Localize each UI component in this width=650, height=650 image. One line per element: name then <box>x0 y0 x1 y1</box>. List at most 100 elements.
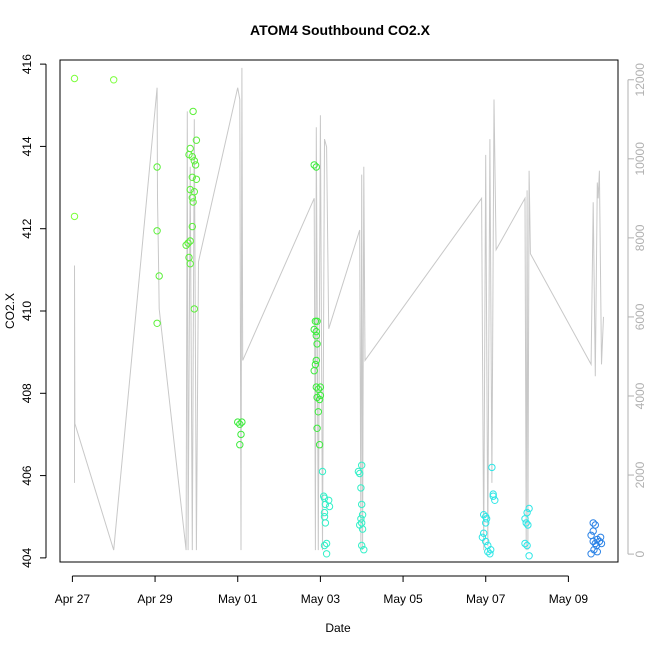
data-point <box>190 305 199 313</box>
x-tick-label: May 07 <box>466 592 506 606</box>
data-point <box>310 367 318 375</box>
y2-tick-label: 12000 <box>633 63 647 97</box>
data-point <box>110 76 118 84</box>
flow-line-layer <box>74 67 604 551</box>
data-point <box>190 188 199 196</box>
data-point <box>188 222 197 231</box>
data-point <box>186 144 194 153</box>
data-point <box>354 467 363 476</box>
data-point <box>482 519 490 527</box>
data-point <box>310 161 318 169</box>
data-point <box>184 239 192 247</box>
data-point <box>312 356 320 365</box>
x-tick-label: Apr 27 <box>55 592 91 606</box>
data-point <box>316 383 325 391</box>
data-point <box>358 511 367 519</box>
data-point <box>189 198 197 206</box>
data-point <box>589 519 597 527</box>
data-point <box>523 508 531 517</box>
y-tick-label: 410 <box>20 301 34 321</box>
data-point <box>312 383 320 391</box>
data-point <box>521 539 529 548</box>
data-point <box>322 539 331 548</box>
data-point <box>313 424 321 432</box>
data-point <box>480 529 488 537</box>
data-point <box>595 537 604 546</box>
data-point <box>313 317 321 325</box>
y2-tick-label: 6000 <box>633 303 647 330</box>
data-point <box>356 469 364 478</box>
data-point <box>70 74 79 83</box>
x-tick-label: May 09 <box>549 592 589 606</box>
data-point <box>521 515 529 523</box>
chart-title: ATOM4 Southbound CO2.X <box>250 22 431 38</box>
data-point <box>325 502 334 511</box>
data-point <box>312 332 320 340</box>
x-tick-label: May 01 <box>218 592 258 606</box>
x-tick-label: Apr 29 <box>137 592 173 606</box>
data-point <box>153 227 161 235</box>
data-point <box>316 391 325 400</box>
data-point <box>322 550 331 558</box>
data-point <box>487 546 495 554</box>
data-point <box>315 441 324 449</box>
y2-tick-label: 10000 <box>633 142 647 176</box>
data-point <box>357 484 365 492</box>
data-point <box>191 161 200 169</box>
data-point <box>313 340 321 348</box>
data-point <box>482 537 490 546</box>
data-point <box>186 260 194 268</box>
data-point <box>153 163 161 171</box>
data-point <box>320 508 329 517</box>
data-point <box>192 136 201 144</box>
x-axis: Apr 27 Apr 29 May 01 May 03 May 05 May 07 May … <box>55 575 589 606</box>
data-point <box>189 107 197 116</box>
y2-tick-label: 0 <box>633 550 647 557</box>
y-tick-label: 404 <box>20 548 34 568</box>
data-point <box>587 550 595 558</box>
y-tick-label: 408 <box>20 383 34 403</box>
data-point <box>190 157 199 165</box>
data-point <box>489 492 497 500</box>
data-point <box>186 237 194 245</box>
y-tick-label: 412 <box>20 218 34 238</box>
data-point <box>589 527 597 535</box>
y-axis-right: 0 2000 4000 6000 8000 10000 12000 <box>627 63 647 557</box>
y-tick-label: 414 <box>20 136 34 156</box>
plot-frame <box>59 59 619 563</box>
data-point <box>358 541 366 550</box>
flow-line <box>74 67 604 551</box>
data-point <box>486 550 494 558</box>
data-point <box>153 319 161 327</box>
x-tick-label: May 05 <box>383 592 423 606</box>
data-point <box>188 173 197 182</box>
data-point <box>188 153 197 161</box>
y2-tick-label: 8000 <box>633 224 647 251</box>
data-point <box>236 420 244 428</box>
data-point <box>237 430 245 439</box>
data-point <box>488 463 496 472</box>
x-axis-label: Date <box>325 621 351 635</box>
data-point <box>238 418 246 426</box>
data-point <box>314 408 322 416</box>
data-point <box>315 395 324 404</box>
data-point <box>482 515 491 523</box>
data-point <box>478 533 487 541</box>
data-point <box>358 500 366 509</box>
data-point <box>236 441 244 449</box>
data-point <box>524 521 532 529</box>
data-point <box>522 519 530 527</box>
data-point <box>525 552 533 560</box>
x-tick-label: May 03 <box>301 592 341 606</box>
data-point <box>356 521 364 529</box>
data-point <box>321 519 330 527</box>
y2-tick-label: 4000 <box>633 382 647 409</box>
data-point <box>234 418 242 426</box>
y-tick-label: 416 <box>20 54 34 74</box>
data-point <box>525 504 533 513</box>
data-point <box>312 163 320 171</box>
data-point <box>360 546 368 554</box>
data-point <box>318 467 327 476</box>
data-point <box>491 496 499 504</box>
data-point <box>182 241 190 249</box>
